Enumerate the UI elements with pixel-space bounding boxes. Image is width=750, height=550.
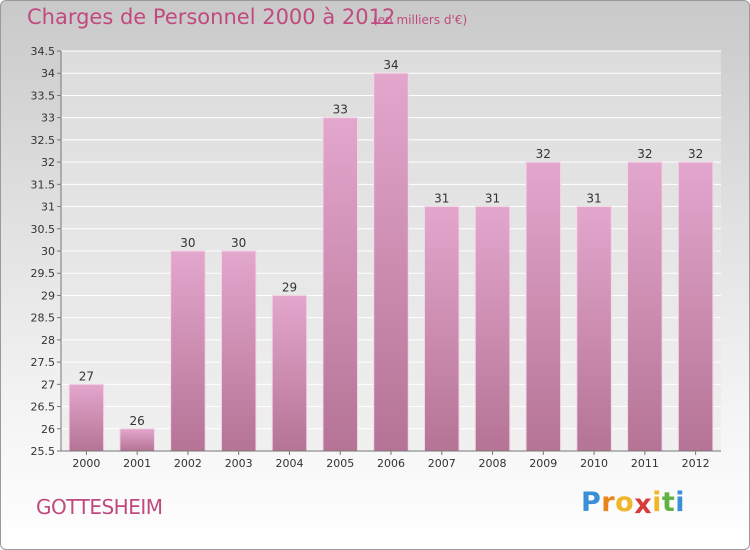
bar-2009 (525, 161, 562, 452)
y-tick-label: 27 (41, 378, 55, 391)
bar-2007 (424, 206, 460, 452)
x-tick-label-2002: 2002 (174, 457, 202, 470)
x-tick-label-2005: 2005 (326, 457, 354, 470)
logo-letter: t (661, 487, 676, 518)
x-tick-label-2007: 2007 (428, 457, 456, 470)
value-label-2005: 33 (333, 103, 348, 117)
y-tick-label: 27.5 (31, 356, 56, 369)
x-tick-label-2010: 2010 (580, 457, 608, 470)
value-label-2006: 34 (383, 58, 398, 72)
y-axis: 25.5 26 26.5 27 27.5 28 28.5 29 29.5 30 30.5 31 31.5… (31, 45, 61, 458)
y-tick-label: 29.5 (31, 267, 56, 280)
y-tick-label: 33 (41, 112, 55, 125)
y-tick-label: 31 (41, 201, 55, 214)
y-tick-label: 29 (41, 289, 55, 302)
x-tick-label-2001: 2001 (123, 457, 151, 470)
bar-2011 (627, 161, 663, 452)
value-label-2002: 30 (180, 236, 195, 250)
x-tick-label-2006: 2006 (377, 457, 405, 470)
y-tick-label: 33.5 (31, 89, 56, 102)
bars: 27 26 30 30 29 33 34 31 31 32 31 32 32 (68, 58, 714, 452)
logo-letter: i (675, 487, 686, 518)
value-label-2003: 30 (231, 236, 246, 250)
commune-name: GOTTESHEIM (36, 495, 163, 519)
logo-letter: P (581, 487, 602, 518)
y-tick-label: 30.5 (31, 223, 56, 236)
value-label-2004: 29 (282, 280, 297, 294)
value-label-2001: 26 (130, 414, 145, 428)
value-label-2010: 31 (586, 192, 601, 206)
value-label-2011: 32 (637, 147, 652, 161)
bar-2003 (220, 250, 257, 452)
value-label-2009: 32 (536, 147, 551, 161)
chart-title: Charges de Personnel 2000 à 2012 (27, 5, 396, 29)
bar-2012 (677, 161, 714, 452)
y-tick-label: 30 (41, 245, 55, 258)
x-tick-label-2009: 2009 (529, 457, 557, 470)
bar-2001 (119, 428, 155, 452)
y-tick-label: 26.5 (31, 401, 56, 414)
y-tick-label: 32 (41, 156, 55, 169)
y-tick-label: 34 (41, 67, 55, 80)
bar-2008 (474, 206, 511, 452)
logo-letter: i (652, 487, 662, 518)
logo-letter: o (615, 487, 635, 518)
value-label-2012: 32 (688, 147, 703, 161)
bar-2006 (373, 72, 409, 452)
y-tick-label: 25.5 (31, 445, 56, 458)
x-tick-label-2011: 2011 (631, 457, 659, 470)
x-tick-label-2008: 2008 (479, 457, 507, 470)
bar-2004 (271, 294, 308, 452)
y-tick-label: 32.5 (31, 134, 56, 147)
logo-letter: r (601, 487, 616, 518)
logo-letter: x (634, 489, 653, 520)
x-tick-label-2012: 2012 (682, 457, 710, 470)
chart-subtitle: (en milliers d'€) (373, 13, 468, 27)
bar-2000 (68, 383, 105, 452)
x-tick-label-2000: 2000 (72, 457, 100, 470)
value-label-2008: 31 (485, 192, 500, 206)
bar-2010 (576, 206, 612, 452)
value-label-2007: 31 (434, 192, 449, 206)
bar-2005 (322, 117, 358, 452)
y-tick-label: 34.5 (31, 45, 56, 58)
x-tick-label-2004: 2004 (275, 457, 303, 470)
value-label-2000: 27 (79, 369, 94, 383)
y-tick-label: 28.5 (31, 312, 56, 325)
y-tick-label: 28 (41, 334, 55, 347)
x-tick-label-2003: 2003 (225, 457, 253, 470)
y-tick-label: 26 (41, 423, 55, 436)
bar-2002 (170, 250, 206, 452)
x-axis: 2000 2001 2002 2003 2004 2005 2006 2007 2008 2009… (72, 451, 710, 470)
proxiti-logo: Proxiti (581, 487, 686, 520)
y-tick-label: 31.5 (31, 178, 56, 191)
